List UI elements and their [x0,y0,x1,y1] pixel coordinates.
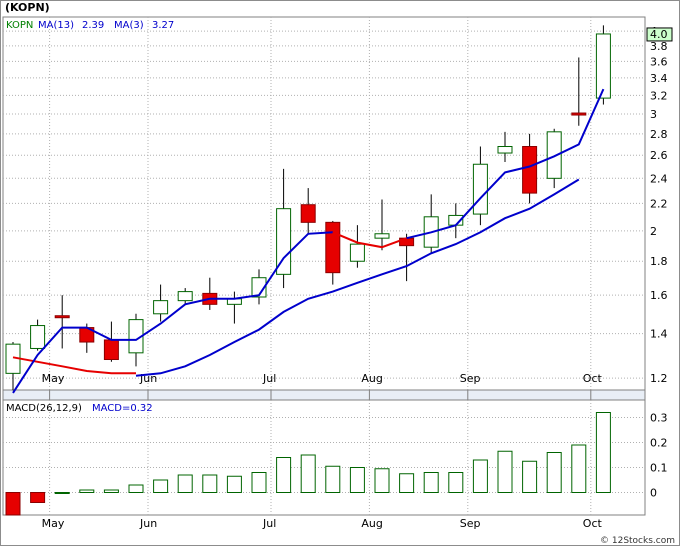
macd-bar [497,450,513,493]
macd-bar [153,479,169,493]
price-legend-item: MA(13) [38,20,74,31]
candle-body [325,221,341,274]
price-x-label: Sep [460,372,481,385]
candle-body [251,277,267,298]
macd-bar [546,452,562,493]
price-tick-label: 1.6 [650,289,668,302]
price-tick-label: 3 [650,108,657,121]
price-tick-label: 1.2 [650,372,668,385]
price-x-label: Jul [262,372,276,385]
macd-bar [79,489,95,493]
macd-x-label: Aug [361,517,382,530]
macd-bar [300,454,316,493]
price-x-label: May [42,372,65,385]
candle-body [30,325,46,349]
macd-bar [202,474,218,493]
ticker-title: (KOPN) [5,1,50,14]
candle-body [595,33,611,99]
price-legend-item: KOPN [6,20,33,31]
candle-body [546,131,562,179]
candle-body [349,243,365,262]
price-x-label: Oct [583,372,603,385]
candle-body [472,163,488,215]
macd-bar [595,412,611,493]
macd-bar [128,484,144,493]
macd-tick-label: 0.3 [650,412,668,425]
macd-bar [251,472,267,493]
macd-tick-label: 0.2 [650,437,668,450]
macd-bar [571,444,587,493]
candle-body [497,146,513,154]
macd-bar [472,459,488,493]
macd-bar [54,492,70,494]
macd-bar [349,467,365,493]
last-price-label: 4.0 [650,28,668,41]
candle-body [54,315,70,319]
price-legend-item: MA(3) [114,20,144,31]
candle-body [374,233,390,239]
macd-bar [325,465,341,493]
price-tick-label: 2.2 [650,197,668,210]
price-tick-label: 1.4 [650,328,668,341]
ma13-line [135,178,580,377]
macd-bar [374,468,390,493]
ma3-line-red [332,231,407,249]
price-tick-label: 3.2 [650,89,668,102]
macd-bar [226,475,242,493]
watermark: © 12Stocks.com [600,536,675,546]
price-tick-label: 1.8 [650,255,668,268]
price-x-label: Aug [361,372,382,385]
candle-body [177,291,193,302]
ma3-line-blue [406,88,605,240]
macd-bar [423,472,439,493]
candle-body [276,208,292,275]
price-tick-label: 2.8 [650,128,668,141]
macd-bar [5,492,21,516]
macd-x-label: May [42,517,65,530]
price-tick-label: 2.4 [650,172,668,185]
price-tick-label: 3.6 [650,55,668,68]
macd-pane: 0.3 0.2 0.1 0 May Jun Jul Aug Sep Oct MACD(26,12,9… [2,399,668,530]
macd-bar [103,489,119,493]
price-legend-item: 3.27 [152,20,174,31]
macd-bar [522,460,538,493]
price-pane: 43.83.63.43.232.82.62.42.221.81.61.41.2M… [2,16,673,401]
macd-bar [30,492,46,503]
macd-bar [448,472,464,493]
last-price-box [646,27,673,42]
macd-legend-item: MACD=0.32 [92,403,153,414]
ma3-line-blue [12,231,333,394]
macd-plot-area [2,399,646,516]
macd-x-label: Jun [139,517,157,530]
macd-x-label: Jul [262,517,276,530]
candle-body [522,146,538,194]
candle-body [300,204,316,223]
date-strip [2,389,646,401]
price-tick-label: 3.8 [650,40,668,53]
macd-legend-item: MACD(26,12,9) [6,403,82,414]
price-tick-label: 3.4 [650,72,668,85]
macd-tick-label: 0.1 [650,462,668,475]
price-legend-item: 2.39 [82,20,104,31]
price-tick-label: 2.6 [650,149,668,162]
macd-tick-label: 0 [650,487,657,500]
macd-bar [276,457,292,493]
macd-bar [177,474,193,493]
price-plot-area [2,16,646,399]
macd-x-label: Sep [460,517,481,530]
price-tick-label: 2 [650,225,657,238]
candle-body [571,112,587,116]
macd-x-label: Oct [583,517,603,530]
candle-body [103,339,119,361]
macd-bar [399,473,415,493]
candle-body [153,300,169,315]
